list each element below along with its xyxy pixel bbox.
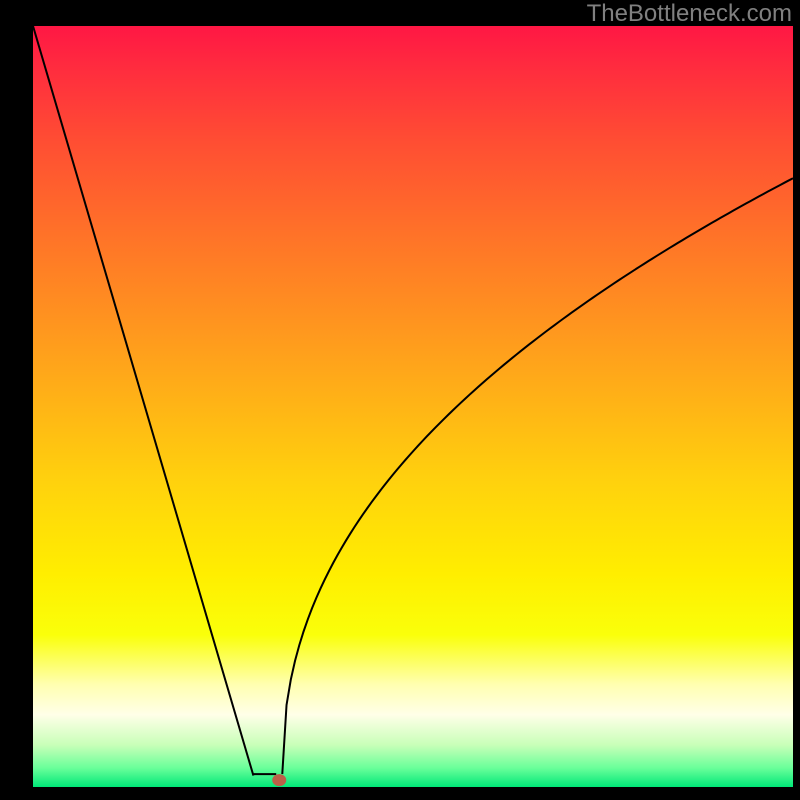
- watermark-text: TheBottleneck.com: [587, 0, 792, 28]
- chart-frame: TheBottleneck.com: [0, 0, 800, 800]
- bottleneck-marker: [272, 774, 286, 786]
- bottleneck-plot: [33, 26, 793, 787]
